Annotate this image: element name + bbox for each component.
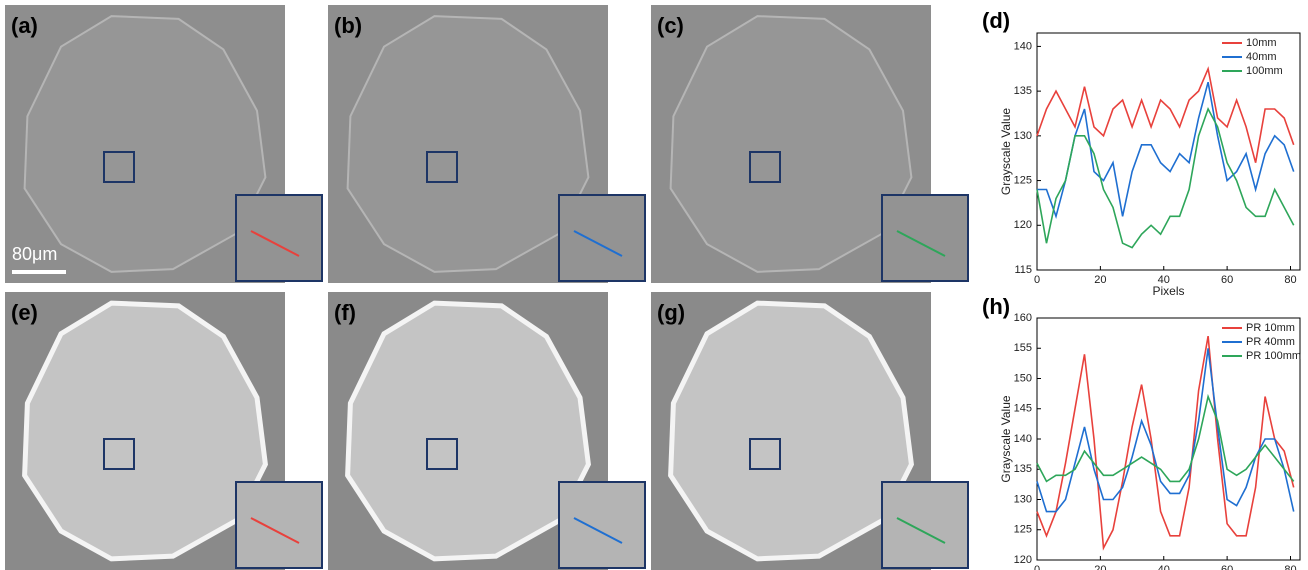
panel-label: (d) [982,8,1010,33]
x-tick-label: 20 [1094,564,1106,570]
y-tick-label: 120 [1014,219,1032,231]
y-tick-label: 135 [1014,85,1032,97]
y-tick-label: 135 [1014,463,1032,475]
y-tick-label: 125 [1014,524,1032,536]
y-tick-label: 140 [1014,40,1032,52]
legend-label: 40mm [1246,51,1277,63]
series-line [1037,109,1294,248]
inset [236,195,322,281]
x-tick-label: 80 [1284,564,1296,570]
panel-label: (g) [657,300,685,325]
legend-label: PR 100mm [1246,350,1301,362]
inset [236,482,322,568]
panel-label: (a) [11,13,38,38]
panel-label: (e) [11,300,38,325]
y-tick-label: 150 [1014,372,1032,384]
scale-bar-label: 80μm [12,244,57,264]
x-tick-label: 20 [1094,274,1106,286]
y-tick-label: 160 [1014,312,1032,324]
legend-label: PR 10mm [1246,322,1295,334]
inset [559,482,645,568]
panel-label: (c) [657,13,684,38]
y-tick-label: 125 [1014,174,1032,186]
series-line [1037,336,1294,548]
inset [559,195,645,281]
legend-label: PR 40mm [1246,336,1295,348]
y-tick-label: 140 [1014,433,1032,445]
y-tick-label: 155 [1014,342,1032,354]
series-line [1037,69,1294,163]
scale-bar [12,270,66,274]
legend-label: 100mm [1246,65,1283,77]
series-line [1037,82,1294,216]
y-tick-label: 115 [1014,264,1032,276]
y-tick-label: 120 [1014,554,1032,566]
y-axis-label: Grayscale Value [999,108,1013,195]
panel-label: (f) [334,300,356,325]
panel-label: (b) [334,13,362,38]
y-axis-label: Grayscale Value [999,395,1013,482]
x-tick-label: 80 [1284,274,1296,286]
x-tick-label: 0 [1034,274,1040,286]
panel-label: (h) [982,294,1010,319]
x-tick-label: 60 [1221,274,1233,286]
x-tick-label: 40 [1158,564,1170,570]
y-tick-label: 130 [1014,130,1032,142]
figure: (a) (b) (c) (e) (f) (g) 80μm (d) 115 120 125 130 135… [0,0,1308,570]
x-tick-label: 60 [1221,564,1233,570]
x-tick-label: 0 [1034,564,1040,570]
x-axis-label: Pixels [1152,284,1184,298]
inset [882,482,968,568]
y-tick-label: 145 [1014,403,1032,415]
legend-label: 10mm [1246,37,1277,49]
inset [882,195,968,281]
y-tick-label: 130 [1014,493,1032,505]
